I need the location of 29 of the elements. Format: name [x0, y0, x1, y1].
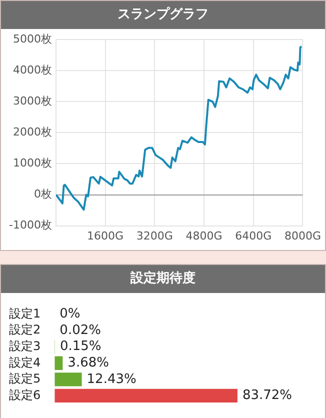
chart-title: 設定期待度	[1, 265, 325, 293]
y-tick-label: 1000枚	[12, 156, 52, 170]
bar	[54, 356, 63, 370]
data-label: 0%	[60, 306, 80, 322]
y-tick-label: 4000枚	[12, 63, 52, 76]
y-tick-label: 設定4	[8, 355, 41, 370]
y-tick-label: 設定3	[8, 338, 41, 353]
y-tick-label: 0枚	[34, 188, 52, 201]
y-tick-label: 5000枚	[12, 32, 52, 46]
data-label: 0.15%	[60, 339, 102, 354]
y-tick-label: 2000枚	[12, 126, 52, 139]
data-label: 3.68%	[68, 356, 109, 371]
x-tick-label: 6400G	[235, 229, 272, 242]
y-tick-label: -1000枚	[8, 218, 52, 232]
bar	[54, 388, 238, 402]
y-tick-label: 設定6	[8, 388, 41, 402]
x-tick-label: 3200G	[136, 229, 173, 242]
y-tick-label: 設定5	[8, 372, 41, 386]
y-tick-label: 設定1	[8, 306, 41, 320]
x-tick-label: 1600G	[87, 229, 124, 242]
data-label: 12.43%	[86, 372, 136, 387]
data-label: 83.72%	[242, 388, 292, 404]
chart-title: スランプグラフ	[1, 1, 325, 29]
y-tick-label: 3000枚	[12, 94, 52, 108]
bar	[54, 372, 82, 386]
data-label: 0.02%	[60, 322, 101, 338]
x-tick-label: 8000G	[284, 229, 322, 242]
x-tick-label: 4800G	[186, 229, 222, 242]
y-tick-label: 設定2	[8, 322, 41, 337]
